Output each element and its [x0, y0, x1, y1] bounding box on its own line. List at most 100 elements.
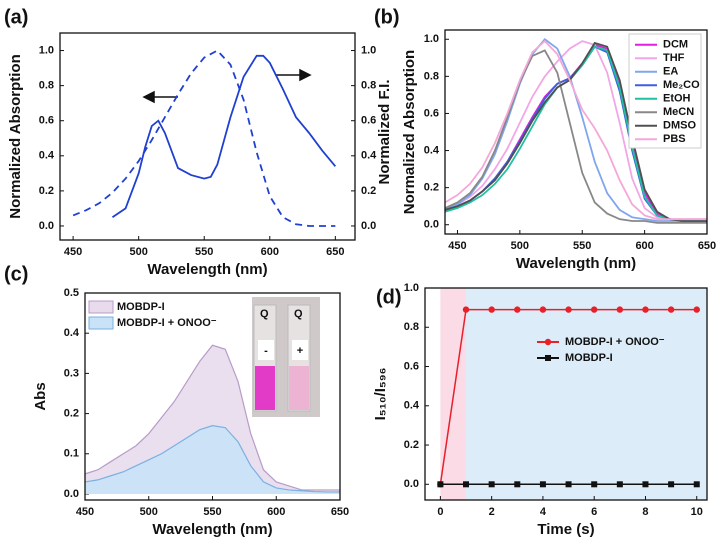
legend-label: Me₂CO: [663, 79, 700, 91]
area-edge: [84, 425, 340, 493]
x-tick-label: 600: [267, 506, 285, 518]
area-edge: [84, 344, 340, 491]
x-tick-label: 550: [573, 240, 591, 252]
axes-frame: [424, 287, 708, 501]
x-tick-label: 650: [331, 506, 349, 518]
marker: [462, 306, 470, 313]
y-axis-label: Abs: [32, 382, 49, 410]
arrow-left-head: [142, 90, 155, 104]
line: [444, 39, 707, 221]
x-tick-label: 4: [540, 506, 547, 518]
y-tick-label: 0.8: [39, 80, 54, 92]
x-axis-label: Wavelength (nm): [147, 261, 267, 278]
panel-label: (d): [376, 286, 402, 308]
marker: [616, 481, 623, 488]
y-tick-label: 0.0: [39, 220, 54, 232]
inset-sign: +: [297, 345, 303, 357]
y-tick-label: 0.4: [39, 150, 55, 162]
legend-marker: [545, 355, 551, 361]
axes-frame: [84, 292, 341, 501]
marker: [693, 481, 700, 488]
legend-label: MOBDP-I + ONOO⁻: [117, 317, 217, 329]
panel-label: (c): [4, 263, 28, 285]
marker: [565, 481, 572, 488]
cuvette-liquid: [289, 366, 309, 410]
panel: (d) 0 2 4 6 8 10 0.0 0.2 0.4 0.6 0.8 1.0 Time (s) I₅₁₀…: [372, 282, 708, 538]
span: [466, 288, 707, 500]
marker: [693, 306, 700, 313]
legend-swatch: [88, 300, 114, 314]
x-tick-label: 600: [261, 246, 279, 258]
legend-label: MeCN: [663, 106, 694, 118]
x-tick-label: 650: [698, 240, 716, 252]
y-tick-label: 0.0: [404, 478, 419, 490]
legend-label: MOBDP-I + ONOO⁻: [565, 336, 665, 348]
marker: [591, 306, 598, 313]
x-tick-label: 500: [129, 246, 147, 258]
inset-cap-label: Q: [294, 308, 303, 320]
inset-cap-label: Q: [260, 308, 269, 320]
y2-tick-label: 0.6: [361, 115, 376, 127]
y-axis-label: Normalized Absorption: [7, 54, 24, 218]
y-tick-label: 1.0: [39, 44, 54, 56]
y-tick-label: 1.0: [404, 282, 419, 294]
x-axis-label: Time (s): [537, 521, 594, 538]
legend-swatch: [88, 316, 114, 330]
panel: (a) 450 500 550 600 650 0.0 0.2 0.4 0.6 0.8 1.0 0.0 0…: [4, 6, 377, 278]
x-tick-label: 2: [489, 506, 495, 518]
marker: [642, 481, 649, 488]
legend-label: THF: [663, 52, 685, 64]
x-axis-label: Wavelength (nm): [516, 255, 636, 272]
x-tick-label: 450: [76, 506, 94, 518]
y-tick-label: 0.6: [39, 115, 54, 127]
y-tick-label: 0.4: [424, 144, 440, 156]
marker: [488, 481, 495, 488]
sign-box: [292, 340, 308, 360]
arrow-right-head: [299, 68, 312, 82]
inset-photo: Q Q - +: [252, 297, 320, 417]
x-tick-label: 650: [326, 246, 344, 258]
axes-frame: [444, 29, 708, 235]
inset-sign: -: [264, 345, 268, 357]
x-tick-label: 450: [448, 240, 466, 252]
marker: [539, 306, 547, 313]
y-tick-label: 0.4: [64, 327, 80, 339]
x-tick-label: 6: [591, 506, 597, 518]
sign-box: [258, 340, 274, 360]
y-axis-label: Normalized Absorption: [401, 50, 418, 214]
line: [444, 41, 707, 222]
y-tick-label: 0.5: [64, 287, 79, 299]
x-tick-label: 550: [195, 246, 213, 258]
legend-label: PBS: [663, 133, 686, 145]
marker: [616, 306, 624, 313]
marker: [437, 481, 444, 488]
legend-label: DCM: [663, 39, 688, 51]
marker: [642, 306, 649, 313]
x-tick-label: 0: [437, 506, 443, 518]
x-tick-label: 450: [64, 246, 82, 258]
legend-label: MOBDP-I: [565, 352, 613, 364]
y-tick-label: 0.8: [424, 70, 439, 82]
y-tick-label: 0.1: [64, 448, 79, 460]
marker: [565, 306, 572, 313]
axes-frame: [59, 32, 356, 241]
x-tick-label: 550: [203, 506, 221, 518]
legend-label: EA: [663, 66, 678, 78]
marker: [463, 481, 470, 488]
y2-tick-label: 0.0: [361, 220, 376, 232]
line: [444, 49, 707, 224]
y2-tick-label: 1.0: [361, 44, 376, 56]
marker: [539, 481, 546, 488]
panel: (b) 450 500 550 600 650 0.0 0.2 0.4 0.6 0.8 1.0 Wave…: [374, 6, 716, 272]
y-tick-label: 0.3: [64, 367, 79, 379]
y-axis-label: I₅₁₀/I₅₉₆: [372, 368, 389, 421]
x-tick-label: 500: [140, 506, 158, 518]
area: [85, 425, 340, 494]
x-axis-label: Wavelength (nm): [152, 521, 272, 538]
y2-tick-label: 0.4: [361, 150, 377, 162]
y-tick-label: 0.2: [424, 182, 439, 194]
y-tick-label: 0.0: [64, 488, 79, 500]
line: [72, 49, 336, 227]
y-tick-label: 1.0: [424, 33, 439, 45]
